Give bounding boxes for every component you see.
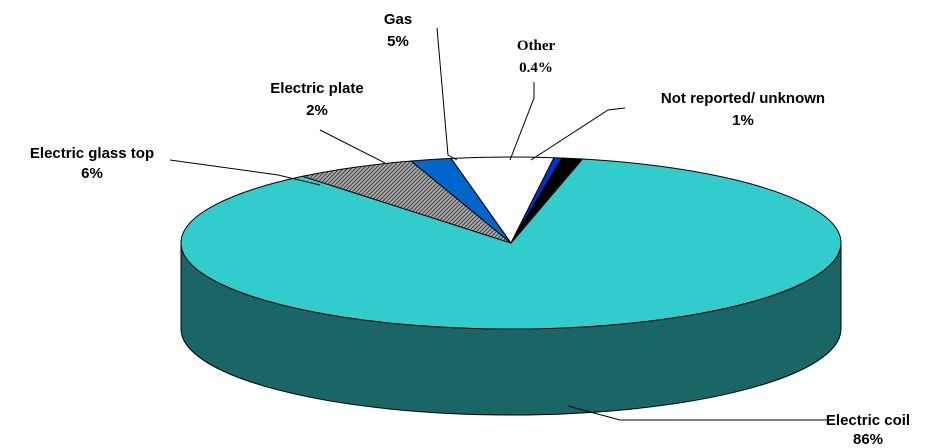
pie-slice-electric-coil (180, 158, 842, 330)
label-electric-glass-top: Electric glass top 6% (30, 145, 154, 182)
label-other: Other 0.4% (517, 38, 556, 76)
label-gas: Gas 5% (384, 11, 412, 50)
label-not-reported-value: 1% (732, 112, 754, 129)
label-not-reported-name: Not reported/ unknown (661, 90, 825, 107)
label-other-name: Other (517, 38, 556, 54)
label-electric-coil-name: Electric coil (826, 412, 910, 429)
label-electric-plate-value: 2% (306, 102, 328, 119)
leader-other (509, 82, 535, 161)
label-electric-coil-value: 86% (853, 431, 883, 448)
label-electric-plate-name: Electric plate (270, 80, 363, 97)
label-electric-plate: Electric plate 2% (270, 80, 363, 119)
leader-electric-coil (567, 405, 828, 421)
leader-gas (436, 27, 458, 161)
leader-electric-glass-top (169, 159, 321, 186)
label-electric-glass-top-value: 6% (81, 165, 103, 182)
label-electric-coil: Electric coil 86% (826, 412, 910, 448)
pie-slice-electric-glass-top (300, 160, 512, 244)
label-other-value: 0.4% (519, 60, 553, 76)
label-gas-value: 5% (387, 33, 409, 50)
pie-slice-not-reported-unknown (510, 157, 584, 244)
label-electric-glass-top-name: Electric glass top (30, 145, 154, 162)
label-not-reported: Not reported/ unknown 1% (661, 90, 825, 129)
leader-electric-plate (319, 129, 386, 164)
label-gas-name: Gas (384, 11, 412, 28)
leader-lines (169, 27, 828, 421)
leader-not-reported (530, 107, 626, 161)
pie-top-face (180, 156, 842, 330)
